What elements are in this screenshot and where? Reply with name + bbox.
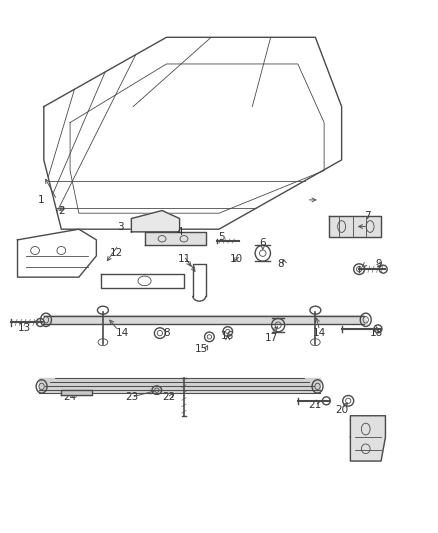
Text: 3: 3 — [117, 222, 124, 231]
Text: 2: 2 — [58, 206, 65, 215]
Text: 6: 6 — [259, 238, 266, 247]
Text: 17: 17 — [265, 334, 278, 343]
Text: 14: 14 — [116, 328, 129, 338]
Text: 5: 5 — [218, 232, 225, 242]
Text: 12: 12 — [110, 248, 123, 258]
Text: 4: 4 — [176, 227, 183, 237]
Text: 18: 18 — [370, 328, 383, 338]
Text: 21: 21 — [309, 400, 322, 410]
Text: 19: 19 — [366, 416, 379, 426]
Text: 8: 8 — [163, 328, 170, 338]
Text: 22: 22 — [162, 392, 175, 402]
Text: 20: 20 — [335, 406, 348, 415]
Text: 24: 24 — [64, 392, 77, 402]
Polygon shape — [44, 316, 368, 324]
Text: 14: 14 — [313, 328, 326, 338]
Polygon shape — [328, 216, 381, 237]
Polygon shape — [131, 211, 180, 232]
Text: 23: 23 — [125, 392, 138, 402]
Text: 10: 10 — [230, 254, 243, 263]
Polygon shape — [350, 416, 385, 461]
Polygon shape — [145, 232, 206, 245]
Text: 8: 8 — [277, 259, 284, 269]
Text: 9: 9 — [375, 259, 382, 269]
Text: 1: 1 — [38, 195, 45, 205]
Polygon shape — [39, 378, 320, 393]
Polygon shape — [61, 390, 92, 395]
Text: 7: 7 — [364, 211, 371, 221]
Text: 13: 13 — [18, 323, 31, 333]
Text: 16: 16 — [221, 331, 234, 341]
Text: 11: 11 — [177, 254, 191, 263]
Text: 15: 15 — [195, 344, 208, 354]
